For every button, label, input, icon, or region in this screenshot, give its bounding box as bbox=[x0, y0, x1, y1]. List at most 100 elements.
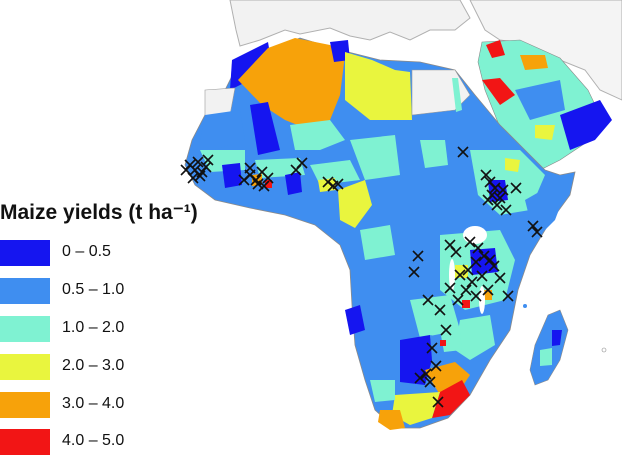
survey-site-marker bbox=[472, 242, 484, 254]
eastafrica-red bbox=[462, 300, 470, 308]
survey-site-marker bbox=[424, 376, 436, 388]
survey-site-marker bbox=[430, 360, 442, 372]
namibia-cyan bbox=[370, 380, 395, 402]
westafrica-blue-1 bbox=[222, 163, 242, 188]
ethiopia-yellow-patch bbox=[505, 158, 520, 172]
madagascar-cyan bbox=[540, 348, 552, 366]
survey-site-marker bbox=[484, 254, 496, 266]
legend-item: 2.0 – 3.0 bbox=[0, 354, 240, 380]
survey-site-marker bbox=[244, 162, 256, 174]
survey-site-marker bbox=[332, 178, 344, 190]
survey-site-marker bbox=[494, 272, 506, 284]
madagascar bbox=[529, 309, 569, 386]
westafrica-blue-2 bbox=[285, 172, 302, 195]
africa-maize-yield-map bbox=[180, 0, 622, 430]
survey-site-marker bbox=[252, 178, 264, 190]
survey-site-marker bbox=[412, 250, 424, 262]
survey-site-marker bbox=[476, 270, 488, 282]
survey-site-marker bbox=[440, 324, 452, 336]
legend-swatch bbox=[0, 316, 50, 342]
mozambique-cyan bbox=[455, 315, 495, 360]
survey-site-marker bbox=[457, 146, 469, 158]
chad-cyan bbox=[350, 135, 400, 180]
legend-swatch bbox=[0, 240, 50, 266]
sahel-band-3 bbox=[310, 160, 360, 185]
survey-site-marker bbox=[420, 368, 432, 380]
survey-site-marker bbox=[192, 156, 204, 168]
libya-region bbox=[345, 52, 412, 120]
arabia-orange bbox=[520, 55, 548, 70]
survey-site-marker bbox=[422, 294, 434, 306]
survey-site-marker bbox=[460, 284, 472, 296]
cameroon-yellow bbox=[338, 180, 372, 228]
europe-outline bbox=[229, 0, 471, 47]
southafrica-red bbox=[432, 380, 470, 418]
survey-site-marker bbox=[466, 276, 478, 288]
southafrica-yellow bbox=[392, 392, 440, 425]
survey-site-marker bbox=[432, 396, 444, 408]
legend-label: 4.0 – 5.0 bbox=[62, 432, 125, 449]
legend-label: 2.0 – 3.0 bbox=[62, 357, 125, 374]
survey-site-marker bbox=[488, 260, 500, 272]
sudan-cyan-patch bbox=[420, 140, 448, 168]
survey-site-marker bbox=[408, 266, 420, 278]
eastafrica-yellow bbox=[455, 265, 468, 278]
survey-site-marker bbox=[464, 236, 476, 248]
arabia-blue-b bbox=[515, 80, 565, 120]
angola-red-spot bbox=[440, 340, 446, 346]
survey-site-marker bbox=[434, 304, 446, 316]
mali-blue bbox=[250, 102, 280, 155]
legend-swatch bbox=[0, 354, 50, 380]
survey-site-marker bbox=[258, 180, 270, 192]
survey-site-marker bbox=[502, 290, 514, 302]
survey-site-marker bbox=[470, 290, 482, 302]
survey-site-marker bbox=[500, 204, 512, 216]
survey-site-marker bbox=[414, 372, 426, 384]
southafrica-orange-sw bbox=[378, 410, 405, 430]
legend-swatch bbox=[0, 278, 50, 304]
survey-site-marker bbox=[290, 164, 302, 176]
survey-site-marker bbox=[491, 199, 503, 211]
survey-site-marker bbox=[180, 164, 192, 176]
survey-site-marker bbox=[454, 269, 466, 281]
legend-label: 0 – 0.5 bbox=[62, 243, 111, 260]
legend-item: 3.0 – 4.0 bbox=[0, 392, 240, 418]
survey-site-marker bbox=[478, 250, 490, 262]
survey-site-marker bbox=[444, 282, 456, 294]
legend-item: 0 – 0.5 bbox=[0, 240, 240, 266]
island-mauritius bbox=[601, 347, 607, 353]
legend-title: Maize yields (t ha⁻¹) bbox=[0, 201, 198, 224]
arabia-yellow bbox=[535, 125, 555, 140]
zimbabwe-cyan bbox=[440, 330, 462, 352]
legend-label: 1.0 – 2.0 bbox=[62, 319, 125, 336]
zambia-cyan bbox=[410, 295, 460, 338]
survey-site-marker bbox=[426, 342, 438, 354]
survey-site-marker bbox=[462, 264, 474, 276]
survey-site-marker bbox=[527, 220, 539, 232]
survey-site-marker bbox=[482, 284, 494, 296]
westafrica-red-1 bbox=[265, 180, 272, 188]
survey-site-marker bbox=[452, 294, 464, 306]
mauritania-region bbox=[200, 110, 245, 150]
legend-item: 0.5 – 1.0 bbox=[0, 278, 240, 304]
niger-cyan bbox=[290, 120, 345, 150]
lake-tanganyika bbox=[449, 259, 455, 291]
island-comoros bbox=[523, 304, 527, 308]
horn-blue bbox=[525, 175, 572, 240]
legend-item: 4.0 – 5.0 bbox=[0, 429, 240, 455]
africa bbox=[184, 37, 576, 430]
survey-site-marker bbox=[238, 174, 250, 186]
lake-malawi bbox=[479, 286, 485, 314]
survey-site-marker bbox=[200, 161, 212, 173]
legend-label: 3.0 – 4.0 bbox=[62, 395, 125, 412]
survey-site-marker bbox=[202, 154, 214, 166]
survey-site-marker bbox=[497, 184, 509, 196]
nile-strip bbox=[452, 78, 462, 112]
survey-site-marker bbox=[194, 170, 206, 182]
survey-site-marker bbox=[531, 226, 543, 238]
survey-markers bbox=[180, 146, 543, 408]
survey-site-marker bbox=[482, 194, 494, 206]
survey-site-marker bbox=[494, 192, 506, 204]
background-land bbox=[229, 0, 622, 101]
legend-swatch bbox=[0, 429, 50, 455]
